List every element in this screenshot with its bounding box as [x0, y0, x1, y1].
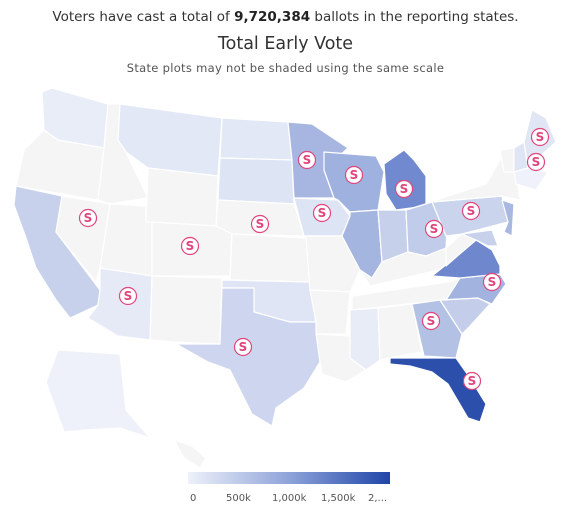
map-subtitle: State plots may not be shaded using the …: [126, 61, 445, 75]
state-marker-co[interactable]: S: [180, 236, 200, 256]
marker-label: S: [124, 289, 133, 303]
legend-tick: 1,000k: [272, 493, 307, 504]
marker-badge: [482, 272, 502, 292]
marker-badge: [424, 219, 444, 239]
state-marker-wi[interactable]: S: [344, 165, 364, 185]
marker-label: S: [488, 275, 497, 289]
legend-gradient-bar: [188, 472, 390, 484]
legend-ticks: 0 500k 1,000k 1,500k 2,...: [188, 493, 408, 507]
marker-label: S: [427, 314, 436, 328]
marker-badge: [312, 203, 332, 223]
state-marker-tx[interactable]: S: [233, 337, 253, 357]
state-marker-nv[interactable]: S: [78, 208, 98, 228]
state-ks[interactable]: [229, 233, 311, 283]
state-ut[interactable]: [99, 203, 153, 277]
legend-tick: 2,...: [368, 493, 388, 504]
state-ms[interactable]: [349, 307, 381, 371]
state-marker-ga[interactable]: S: [421, 311, 441, 331]
state-md[interactable]: [461, 229, 499, 247]
state-hi[interactable]: [173, 439, 207, 469]
marker-label: S: [350, 168, 359, 182]
state-mt[interactable]: [117, 103, 223, 177]
color-legend: [188, 472, 390, 484]
state-tx[interactable]: [175, 287, 321, 427]
state-nd[interactable]: [219, 117, 293, 161]
state-marker-mi[interactable]: S: [394, 179, 414, 199]
legend-tick: 500k: [226, 493, 251, 504]
marker-badge: [233, 337, 253, 357]
state-wy[interactable]: [145, 167, 219, 227]
state-ky[interactable]: [359, 247, 457, 287]
marker-badge: [78, 208, 98, 228]
state-marker-mn[interactable]: S: [297, 150, 317, 170]
state-ga[interactable]: [411, 299, 463, 359]
marker-label: S: [318, 206, 327, 220]
marker-label: S: [303, 153, 312, 167]
marker-badge: [462, 371, 482, 391]
marker-badge: [250, 214, 270, 234]
state-marker-fl[interactable]: S: [462, 371, 482, 391]
marker-badge: [461, 201, 481, 221]
state-nj[interactable]: [501, 199, 515, 237]
marker-label: S: [536, 130, 545, 144]
state-sd[interactable]: [217, 157, 295, 205]
state-marker-oh[interactable]: S: [424, 219, 444, 239]
marker-label: S: [239, 340, 248, 354]
marker-label: S: [186, 239, 195, 253]
state-marker-ia[interactable]: S: [312, 203, 332, 223]
state-al[interactable]: [377, 303, 423, 361]
state-marker-az[interactable]: S: [118, 286, 138, 306]
marker-label: S: [467, 204, 476, 218]
state-nm[interactable]: [149, 275, 223, 345]
marker-label: S: [532, 155, 541, 169]
marker-badge: [344, 165, 364, 185]
state-ma[interactable]: [513, 167, 549, 191]
marker-label: S: [468, 374, 477, 388]
summary-total: 9,720,384: [234, 9, 311, 25]
state-wv[interactable]: [445, 233, 477, 267]
state-ar[interactable]: [309, 289, 351, 335]
legend-tick: 1,500k: [321, 493, 356, 504]
marker-label: S: [84, 211, 93, 225]
state-fl[interactable]: [389, 357, 487, 423]
marker-badge: [180, 236, 200, 256]
summary-suffix: ballots in the reporting states.: [310, 9, 519, 25]
state-marker-me[interactable]: S: [530, 127, 550, 147]
state-marker-pa[interactable]: S: [461, 201, 481, 221]
marker-label: S: [430, 222, 439, 236]
state-marker-ne[interactable]: S: [250, 214, 270, 234]
marker-badge: [118, 286, 138, 306]
marker-badge: [394, 179, 414, 199]
state-marker-ma[interactable]: S: [526, 152, 546, 172]
marker-badge: [530, 127, 550, 147]
legend-tick: 0: [190, 493, 197, 504]
summary-prefix: Voters have cast a total of: [52, 9, 235, 25]
marker-badge: [526, 152, 546, 172]
marker-badge: [421, 311, 441, 331]
state-ak[interactable]: [45, 349, 151, 439]
state-az[interactable]: [87, 267, 153, 341]
state-marker-nc[interactable]: S: [482, 272, 502, 292]
summary-headline: Voters have cast a total of 9,720,384 ba…: [0, 9, 571, 25]
marker-label: S: [256, 217, 265, 231]
marker-badge: [297, 150, 317, 170]
marker-label: S: [400, 182, 409, 196]
map-title: Total Early Vote: [217, 34, 354, 54]
